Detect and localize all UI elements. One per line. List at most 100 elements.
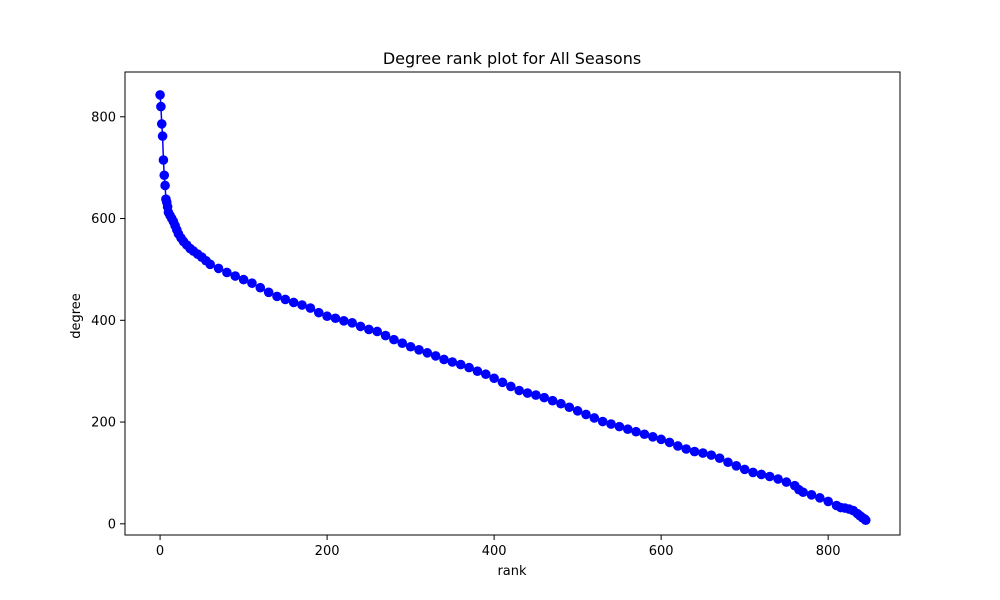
plot-area (155, 90, 871, 526)
data-point (422, 348, 433, 358)
data-point (506, 381, 516, 392)
data-point (305, 303, 316, 313)
y-tick-label: 0 (108, 517, 116, 532)
data-point (455, 359, 466, 370)
data-point (156, 101, 166, 112)
data-point (447, 357, 458, 367)
data-point (589, 413, 600, 423)
data-point (514, 385, 524, 396)
data-point (397, 338, 408, 348)
plot-frame (124, 71, 901, 536)
data-point (263, 287, 274, 298)
data-point (156, 119, 167, 129)
data-point (339, 316, 349, 326)
data-point (815, 493, 825, 503)
data-point (280, 294, 291, 305)
data-point (355, 321, 366, 332)
data-point (806, 490, 817, 500)
data-point (547, 395, 558, 406)
data-point (572, 406, 583, 416)
data-point (781, 477, 792, 487)
data-point (439, 354, 449, 365)
data-point (798, 487, 808, 498)
data-point (689, 446, 700, 457)
data-point (773, 474, 783, 484)
chart-title: Degree rank plot for All Seasons (383, 49, 641, 68)
data-point (564, 402, 575, 413)
data-point (648, 432, 658, 442)
data-point (764, 471, 775, 482)
y-tick-label: 200 (91, 416, 116, 431)
data-point (414, 345, 424, 355)
data-point (238, 274, 249, 285)
data-point (656, 434, 666, 445)
data-point (739, 464, 750, 475)
data-point (606, 419, 616, 429)
data-point (247, 278, 257, 288)
data-point (213, 263, 224, 274)
data-point (230, 271, 241, 281)
data-point (497, 377, 508, 388)
data-point (159, 170, 170, 181)
data-point (489, 373, 499, 384)
data-point (297, 300, 307, 310)
data-point (330, 313, 341, 324)
data-point (430, 351, 441, 361)
x-tick-label: 200 (315, 544, 340, 559)
data-point (581, 409, 591, 420)
data-point (823, 496, 833, 507)
data-point (472, 366, 483, 376)
data-point (313, 307, 324, 318)
x-axis-label: rank (497, 564, 527, 579)
data-point (539, 392, 550, 403)
y-tick-label: 400 (91, 314, 116, 329)
data-point (706, 450, 717, 460)
data-point (681, 444, 692, 454)
data-point (347, 318, 357, 328)
data-point (756, 469, 767, 480)
data-point (272, 291, 282, 302)
data-point (322, 311, 332, 322)
data-point (372, 326, 383, 337)
data-point (723, 457, 733, 468)
y-tick-label: 800 (91, 110, 116, 125)
data-point (731, 461, 742, 471)
data-point (748, 467, 758, 478)
data-point (614, 421, 625, 432)
data-point (664, 437, 675, 448)
data-point (631, 426, 641, 437)
data-point (158, 155, 169, 165)
axes: 0 200 400 600 800 0 200 400 600 800 (91, 71, 901, 559)
data-point (480, 369, 491, 380)
data-point (155, 90, 165, 100)
data-point (531, 390, 541, 400)
data-point (639, 429, 650, 440)
data-point (698, 448, 708, 458)
data-point (222, 267, 232, 278)
y-axis-label: degree (69, 293, 84, 339)
x-tick-label: 800 (816, 544, 841, 559)
y-tick-label: 600 (91, 212, 116, 227)
x-tick-label: 400 (482, 544, 507, 559)
x-tick-label: 0 (156, 544, 164, 559)
data-point (205, 259, 215, 270)
data-point (714, 453, 725, 463)
x-tick-label: 600 (649, 544, 674, 559)
data-point (157, 131, 168, 141)
data-point (597, 416, 608, 427)
data-point (673, 441, 683, 451)
data-point (464, 362, 474, 373)
data-point (364, 324, 374, 335)
data-point (288, 297, 299, 308)
data-point (622, 424, 633, 434)
data-point (860, 515, 871, 526)
data-point (160, 180, 170, 191)
data-point (405, 341, 416, 352)
data-point (389, 334, 399, 345)
data-point (556, 398, 566, 409)
data-point (255, 282, 266, 293)
data-point (522, 388, 533, 398)
data-point (380, 330, 391, 341)
